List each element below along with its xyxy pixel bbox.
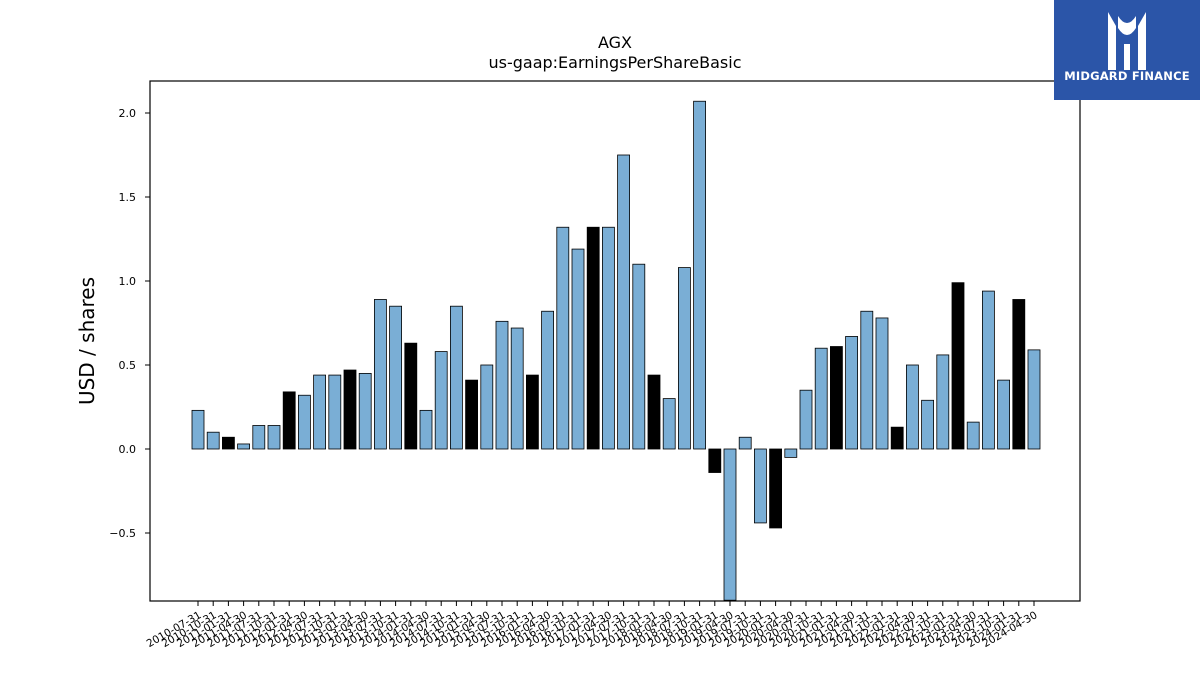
bar-2012-10-31 bbox=[328, 374, 342, 450]
bar-2017-01-31 bbox=[586, 226, 600, 450]
bar-2018-01-31 bbox=[647, 374, 661, 450]
bar-2019-04-30 bbox=[723, 448, 737, 601]
bar-2018-10-31 bbox=[693, 100, 706, 450]
bar-2014-07-31 bbox=[434, 351, 448, 450]
bar-2018-07-31 bbox=[678, 267, 691, 450]
y-tick-label: 2.0 bbox=[119, 107, 137, 120]
bar-2021-10-31 bbox=[875, 317, 889, 450]
midgard-logo-icon bbox=[1108, 12, 1146, 70]
bar-2019-10-31 bbox=[754, 448, 767, 524]
plot-frame bbox=[149, 80, 1081, 602]
bar-2020-07-31 bbox=[799, 389, 813, 450]
bar-2024-01-31 bbox=[1012, 299, 1026, 450]
bar-2015-07-31 bbox=[495, 320, 509, 450]
y-tick-label: −0.5 bbox=[109, 527, 136, 540]
chart-title: AGX bbox=[598, 33, 632, 52]
bar-2011-07-31 bbox=[252, 425, 266, 450]
bar-2015-04-30 bbox=[480, 364, 494, 450]
y-tick-label: 0.0 bbox=[119, 443, 137, 456]
bar-2021-04-30 bbox=[845, 336, 858, 450]
bar-2017-07-31 bbox=[617, 154, 630, 450]
bar-2017-10-31 bbox=[632, 263, 646, 450]
bar-2020-10-31 bbox=[814, 347, 828, 450]
bar-2020-01-31 bbox=[769, 448, 782, 529]
bar-2016-04-30 bbox=[541, 310, 554, 450]
bar-2023-10-31 bbox=[997, 379, 1010, 450]
bar-2022-10-31 bbox=[936, 354, 950, 450]
bar-2016-07-31 bbox=[556, 226, 570, 450]
y-axis-ticks: −0.5 0.0 0.5 1.0 1.5 2.0 bbox=[109, 107, 150, 540]
midgard-finance-logo: MIDGARD FINANCE bbox=[1054, 0, 1200, 100]
bar-2022-01-31 bbox=[890, 426, 904, 450]
bar-2018-04-30 bbox=[662, 398, 676, 450]
bar-2022-07-31 bbox=[921, 399, 934, 450]
bar-2012-01-31 bbox=[282, 391, 296, 450]
bar-2011-04-30 bbox=[237, 443, 251, 450]
bar-2013-07-31 bbox=[373, 299, 387, 450]
bar-2015-01-31 bbox=[465, 379, 479, 450]
bar-2016-01-31 bbox=[526, 374, 539, 450]
bar-2019-01-31 bbox=[708, 448, 722, 473]
y-tick-label: 0.5 bbox=[119, 359, 137, 372]
bar-2010-10-31 bbox=[206, 431, 220, 450]
bar-2021-01-31 bbox=[830, 346, 843, 450]
bar-2013-01-31 bbox=[343, 369, 357, 450]
bar-2023-07-31 bbox=[982, 290, 995, 450]
bar-series bbox=[191, 100, 1041, 601]
bar-2014-10-31 bbox=[449, 305, 463, 450]
y-axis-label: USD / shares bbox=[75, 277, 99, 405]
bar-2012-07-31 bbox=[313, 374, 327, 450]
bar-2016-10-31 bbox=[571, 248, 585, 450]
bar-2024-04-30 bbox=[1027, 349, 1041, 450]
bar-2013-04-30 bbox=[358, 372, 372, 450]
y-tick-label: 1.0 bbox=[119, 275, 137, 288]
logo-text: MIDGARD FINANCE bbox=[1064, 69, 1190, 83]
bar-2010-07-31 bbox=[191, 409, 205, 450]
bar-2011-10-31 bbox=[267, 425, 281, 450]
chart-subtitle: us-gaap:EarningsPerShareBasic bbox=[488, 53, 741, 72]
bar-2011-01-31 bbox=[221, 436, 235, 450]
bar-2023-01-31 bbox=[951, 282, 965, 450]
bar-2021-07-31 bbox=[860, 310, 874, 450]
bar-2020-04-30 bbox=[784, 448, 798, 458]
bar-2014-04-30 bbox=[419, 409, 433, 450]
bar-2014-01-31 bbox=[404, 342, 418, 450]
x-axis-ticks: 2010-07-312010-10-312011-01-312011-04-30… bbox=[145, 601, 1040, 650]
bar-2013-10-31 bbox=[389, 305, 403, 450]
bar-2012-04-30 bbox=[297, 394, 311, 450]
y-tick-label: 1.5 bbox=[119, 191, 137, 204]
bar-2023-04-30 bbox=[966, 421, 980, 450]
bar-2022-04-30 bbox=[906, 364, 919, 450]
bar-2019-07-31 bbox=[738, 436, 752, 450]
bar-2017-04-30 bbox=[602, 226, 615, 450]
bar-2015-10-31 bbox=[510, 327, 524, 450]
